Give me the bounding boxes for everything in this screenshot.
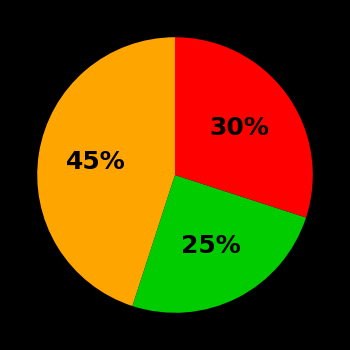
Wedge shape [37, 37, 175, 306]
Text: 25%: 25% [181, 234, 241, 258]
Wedge shape [132, 175, 306, 313]
Text: 45%: 45% [66, 150, 126, 175]
Text: 30%: 30% [210, 116, 270, 140]
Wedge shape [175, 37, 313, 218]
